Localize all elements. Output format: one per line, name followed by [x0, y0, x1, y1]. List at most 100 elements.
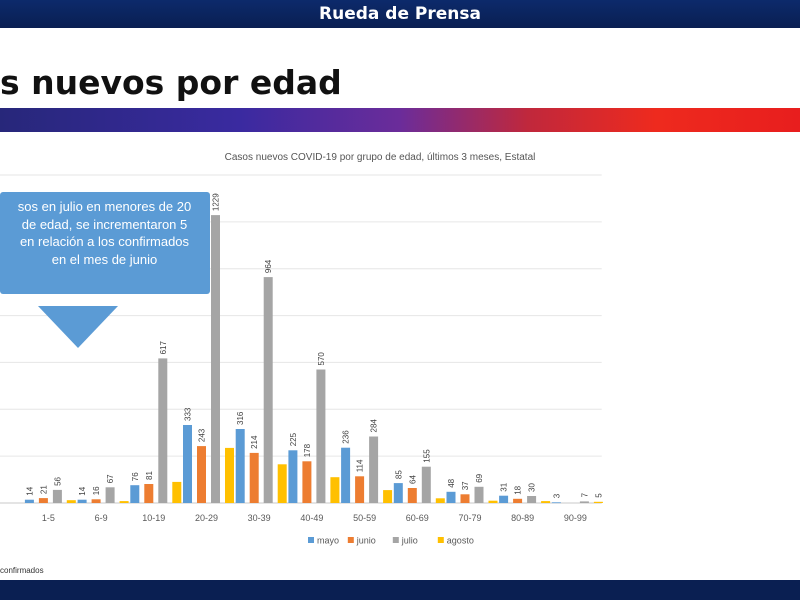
- value-label: 7: [580, 492, 589, 497]
- slide-title: s nuevos por edad: [0, 63, 342, 102]
- bar-junio-50-59: [355, 476, 365, 503]
- callout-box: [0, 192, 210, 294]
- bottom-bar: [0, 580, 800, 600]
- legend-swatch-julio: [392, 537, 399, 543]
- value-label: 16: [92, 486, 101, 495]
- value-label: 964: [264, 259, 273, 273]
- down-arrow-icon: [38, 306, 118, 348]
- bar-junio-40-49: [302, 461, 312, 503]
- bar-junio-70-79: [460, 494, 470, 503]
- legend-swatch-junio: [347, 537, 354, 543]
- x-tick-label: 10-19: [142, 513, 165, 523]
- bar-mayo-30-39: [235, 429, 245, 503]
- bar-agosto-60-69: [435, 498, 445, 503]
- value-label: 37: [461, 481, 470, 490]
- bar-mayo-40-49: [288, 450, 298, 503]
- value-label: 570: [317, 352, 326, 366]
- bar-mayo-60-69: [393, 483, 403, 503]
- value-label: 14: [78, 486, 87, 495]
- value-label: 64: [408, 475, 417, 484]
- bar-agosto-90-99: [593, 501, 603, 503]
- value-label: 225: [289, 432, 298, 446]
- legend-label-mayo: mayo: [317, 536, 339, 546]
- legend-swatch-agosto: [437, 537, 444, 543]
- value-label: 14: [25, 486, 34, 495]
- bar-agosto-70-79: [488, 500, 498, 503]
- chart-title: Casos nuevos COVID-19 por grupo de edad,…: [225, 152, 536, 163]
- legend: mayo junio julio agosto: [308, 536, 474, 546]
- value-label: 333: [184, 407, 193, 421]
- bar-mayo-20-29: [183, 425, 192, 503]
- value-label: 56: [53, 476, 62, 485]
- callout-line: en el mes de junio: [51, 251, 158, 267]
- bar-agosto-6-9: [119, 501, 129, 503]
- x-tick-label: 60-69: [406, 513, 429, 523]
- bar-junio-20-29: [197, 446, 206, 503]
- value-label: 18: [514, 485, 523, 494]
- bar-junio-6-9: [91, 499, 101, 503]
- value-label: 81: [145, 471, 154, 480]
- value-label: 236: [342, 430, 351, 444]
- bar-junio-10-19: [144, 484, 154, 503]
- callout-line: de edad, se incrementaron 5: [21, 216, 188, 232]
- bar-agosto-30-39: [277, 464, 287, 503]
- value-label: 21: [39, 485, 48, 494]
- value-label: 1229: [212, 193, 221, 211]
- value-label: 5: [594, 493, 603, 498]
- value-label: 85: [394, 470, 403, 479]
- bars: [24, 215, 603, 504]
- bar-mayo-70-79: [446, 491, 456, 503]
- bar-agosto-50-59: [383, 490, 393, 503]
- bar-mayo-80-89: [499, 495, 509, 503]
- value-label: 76: [131, 472, 140, 481]
- bar-julio-90-99: [579, 501, 589, 503]
- bar-mayo-1-5: [24, 499, 34, 503]
- bar-julio-20-29: [211, 215, 220, 503]
- bar-mayo-50-59: [341, 447, 351, 503]
- bar-julio-60-69: [421, 466, 431, 503]
- value-label: 155: [422, 449, 431, 463]
- bar-agosto-1-5: [66, 500, 76, 503]
- callout-text: sos en julio en menores de 20 de edad, s…: [0, 198, 227, 268]
- header-bar: [0, 0, 800, 28]
- bar-julio-6-9: [105, 487, 115, 503]
- legend-label-junio: junio: [356, 536, 376, 546]
- bar-agosto-80-89: [541, 501, 551, 503]
- value-label: 30: [528, 483, 537, 492]
- x-tick-label: 20-29: [195, 513, 218, 523]
- value-label: 214: [250, 435, 259, 449]
- bar-julio-30-39: [263, 277, 273, 503]
- value-label: 67: [106, 474, 115, 483]
- value-label: 243: [198, 428, 207, 442]
- bar-agosto-40-49: [330, 477, 340, 503]
- bar-junio-80-89: [513, 498, 523, 503]
- value-label: 48: [447, 478, 456, 487]
- bar-agosto-20-29: [225, 447, 234, 503]
- value-label: 178: [303, 443, 312, 457]
- header-title: Rueda de Prensa: [319, 4, 481, 24]
- bar-julio-80-89: [527, 496, 537, 503]
- bar-julio-10-19: [158, 358, 168, 503]
- legend-label-agosto: agosto: [447, 536, 474, 546]
- bar-julio-50-59: [369, 436, 379, 503]
- bar-mayo-90-99: [551, 502, 561, 504]
- bar-julio-40-49: [316, 369, 326, 503]
- value-label: 31: [500, 482, 509, 491]
- x-tick-label: 30-39: [248, 513, 271, 523]
- legend-label-julio: julio: [401, 536, 418, 546]
- color-stripe: [0, 108, 800, 132]
- bar-julio-1-5: [52, 489, 62, 503]
- footnote: confirmados: [0, 566, 44, 575]
- bar-junio-60-69: [407, 488, 417, 503]
- legend-swatch-mayo: [308, 537, 314, 543]
- x-tick-label: 90-99: [564, 513, 587, 523]
- callout-line: en relación a los confirmados: [19, 234, 190, 249]
- value-label: 3: [552, 493, 561, 498]
- x-tick-label: 50-59: [353, 513, 376, 523]
- x-tick-label: 70-79: [458, 513, 481, 523]
- bar-mayo-6-9: [77, 499, 87, 503]
- value-label: 617: [159, 341, 168, 355]
- bar-agosto-10-19: [172, 481, 182, 503]
- x-axis-labels: 1-5 6-9 10-19 20-29 30-39 40-49 50-59 60-69 70-7…: [42, 513, 587, 523]
